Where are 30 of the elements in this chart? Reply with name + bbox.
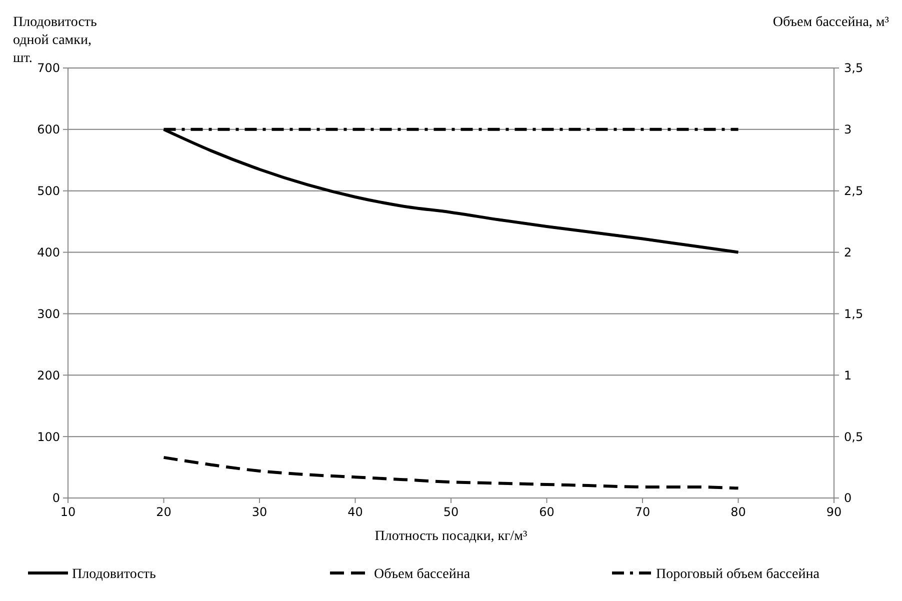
x-tick-label: 50 — [443, 505, 459, 519]
x-axis-title: Плотность посадки, кг/м³ — [374, 529, 528, 544]
legend-label: Объем бассейна — [374, 567, 471, 582]
line-series — [162, 456, 740, 490]
x-tick-label: 60 — [539, 505, 554, 519]
y-tick-label: 0 — [52, 491, 60, 506]
y2-tick-label: 2 — [844, 245, 852, 260]
y2-tick-label: 0,5 — [844, 430, 864, 444]
x-tick-label: 30 — [252, 505, 268, 519]
y2-tick-label: 1 — [844, 368, 852, 382]
y2-tick-label: 1,5 — [844, 306, 864, 321]
y2-axis-title: Объем бассейна, м³ — [772, 15, 889, 30]
y-tick-label: 200 — [37, 368, 60, 382]
x-tick-label: 80 — [730, 505, 746, 519]
x-tick-label: 70 — [634, 505, 650, 519]
y-tick-label: 500 — [37, 184, 60, 198]
legend-label: Плодовитость — [72, 567, 156, 582]
x-tick-label: 20 — [156, 505, 172, 519]
legend-label: Пороговый объем бассейна — [656, 567, 820, 582]
y-tick-label: 100 — [37, 430, 60, 444]
y2-tick-label: 0 — [844, 491, 852, 506]
x-tick-label: 10 — [60, 505, 76, 519]
y2-tick-label: 2,5 — [844, 184, 864, 198]
y-tick-label: 300 — [37, 306, 60, 321]
y2-tick-label: 3 — [844, 122, 852, 137]
x-tick-label: 90 — [826, 505, 842, 519]
y-tick-label: 600 — [37, 122, 60, 137]
x-tick-label: 40 — [348, 505, 363, 519]
y2-tick-label: 3,5 — [844, 61, 864, 76]
y-tick-label: 400 — [37, 245, 60, 260]
